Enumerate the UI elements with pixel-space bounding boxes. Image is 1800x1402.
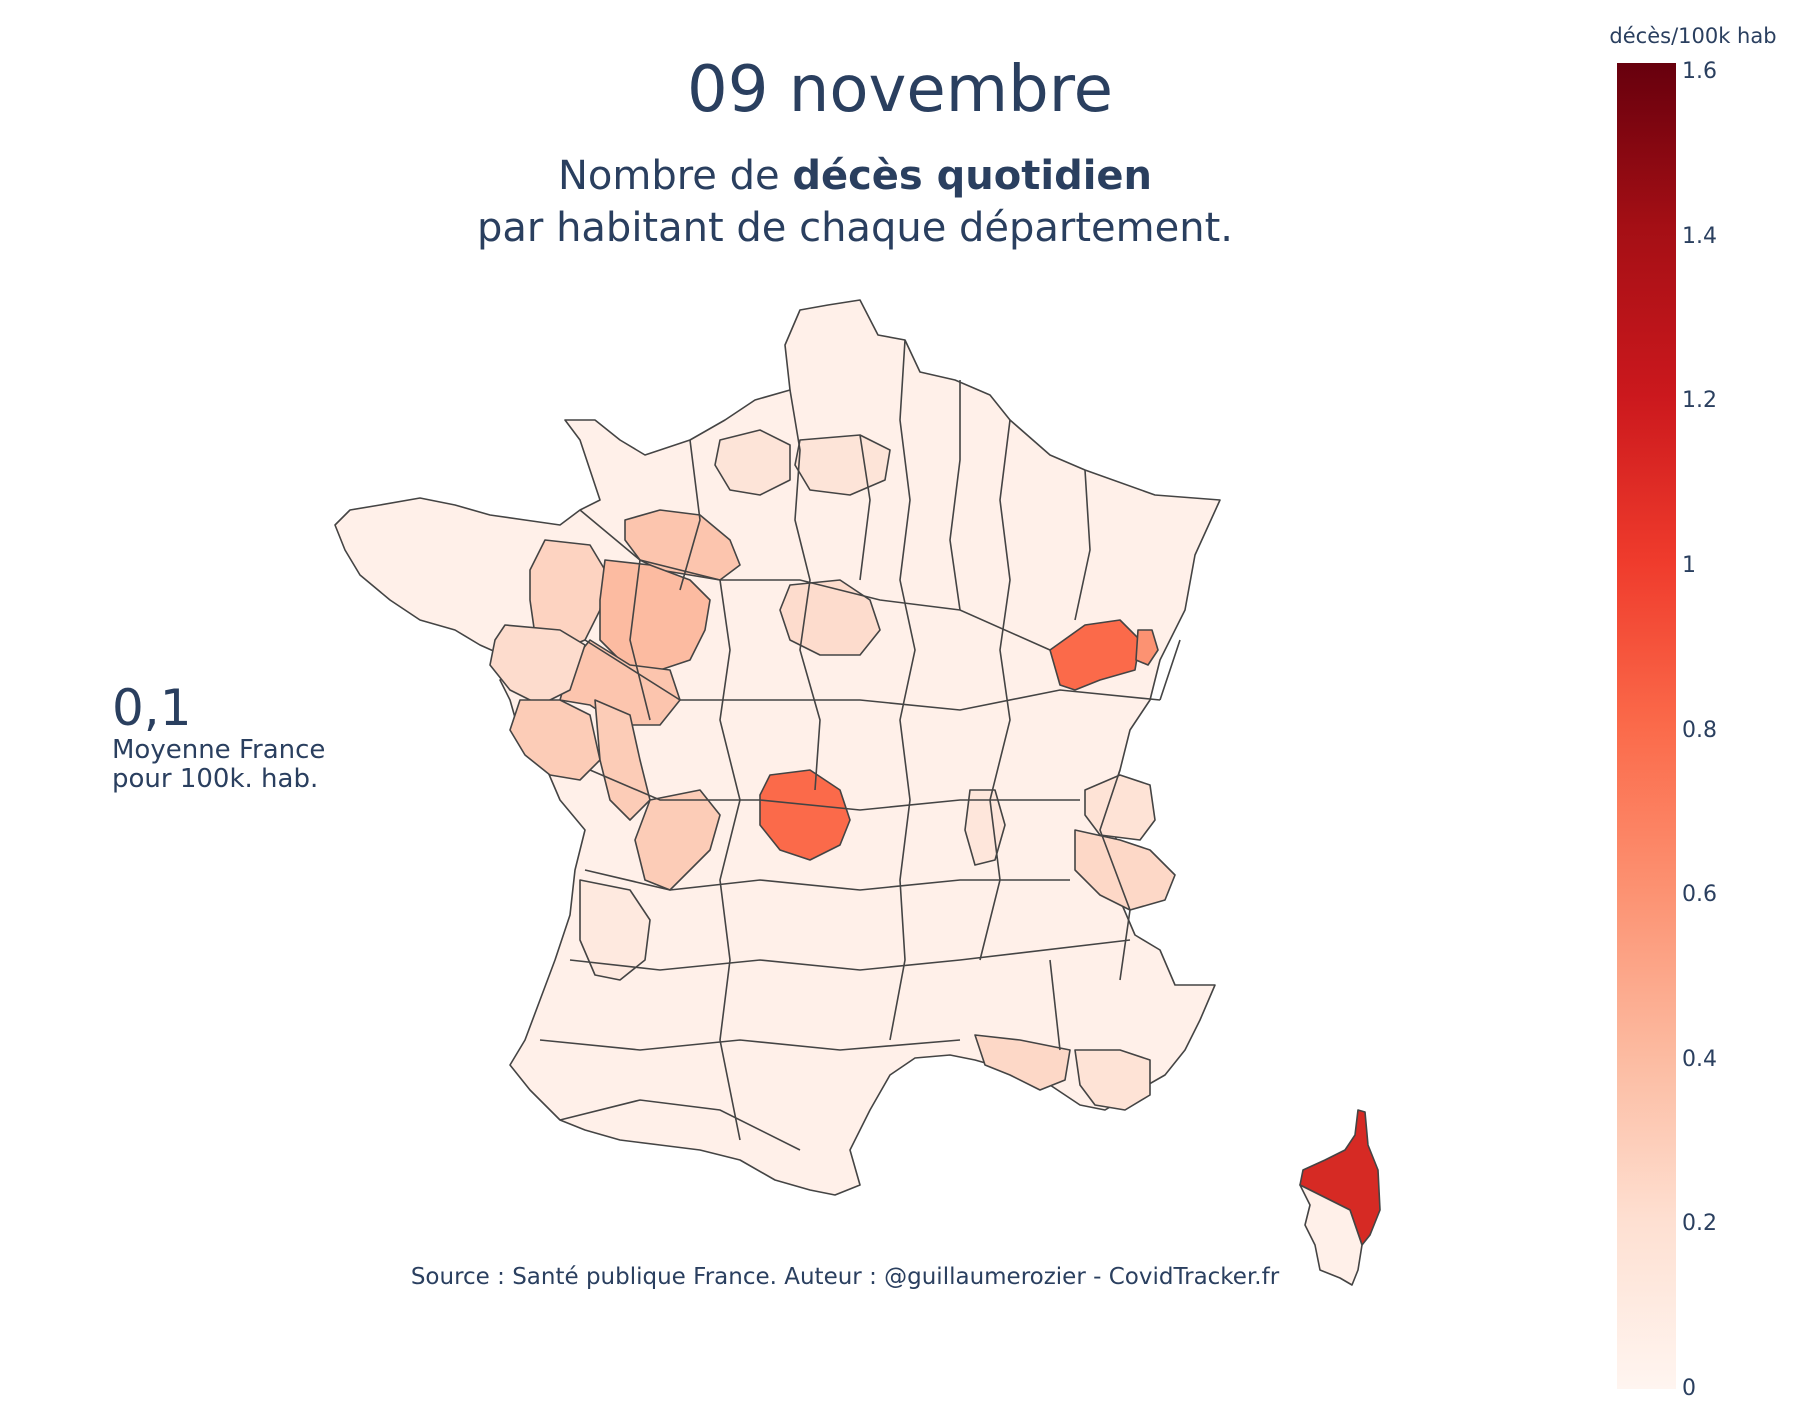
colorbar-tick-8: 1.6 [1682,59,1717,84]
national-average-label-1: Moyenne France [112,735,326,765]
dept-eure[interactable] [714,429,791,496]
colorbar-tick-6: 1.2 [1682,388,1717,414]
dept-vienne[interactable] [634,789,721,891]
dept-loiret[interactable] [779,579,881,656]
colorbar-tick-5: 1 [1682,552,1696,578]
subtitle-prefix: Nombre de [557,153,793,199]
dept-var[interactable] [1074,1049,1151,1111]
dept-corse-du-sud[interactable] [1299,1184,1363,1286]
colorbar-tick-7: 1.4 [1682,223,1717,249]
source-credit: Source : Santé publique France. Auteur :… [410,1264,1280,1290]
national-average-label-2: pour 100k. hab. [112,764,319,794]
dept-indre[interactable] [759,769,851,861]
national-average: 0,1 Moyenne France pour 100k. hab. [112,680,325,794]
department-borders [539,339,1181,1151]
dept-haute-savoie[interactable] [1084,774,1156,841]
colorbar-tick-3: 0.6 [1682,882,1717,908]
subtitle-line-2: par habitant de chaque département. [477,205,1233,251]
colorbar-tick-2: 0.4 [1682,1046,1717,1072]
colorbar-tick-4: 0.8 [1682,717,1717,743]
dept-vendee[interactable] [509,699,601,781]
colorbar-gradient [1617,63,1676,1389]
dept-doubs[interactable] [1049,619,1141,691]
dept-territoire-de-belfort[interactable] [1135,629,1159,666]
dept-gironde[interactable] [579,879,651,981]
national-average-value: 0,1 [112,679,192,737]
colorbar-title: décès/100k hab [1609,24,1777,48]
dept-savoie[interactable] [1074,829,1176,911]
colorbar-tick-1: 0.2 [1682,1211,1717,1237]
dept-bouches-du-rhone[interactable] [974,1034,1071,1091]
map-subtitle: Nombre de décès quotidien par habitant d… [0,150,1710,254]
mainland-france[interactable] [334,299,1221,1196]
map-title: 09 novembre [687,53,1113,127]
subtitle-bold: décès quotidien [792,153,1153,199]
subtitle-line-1: Nombre de décès quotidien [0,150,1710,202]
colorbar-tick-0: 0 [1682,1376,1696,1401]
dept-sarthe[interactable] [599,559,711,671]
